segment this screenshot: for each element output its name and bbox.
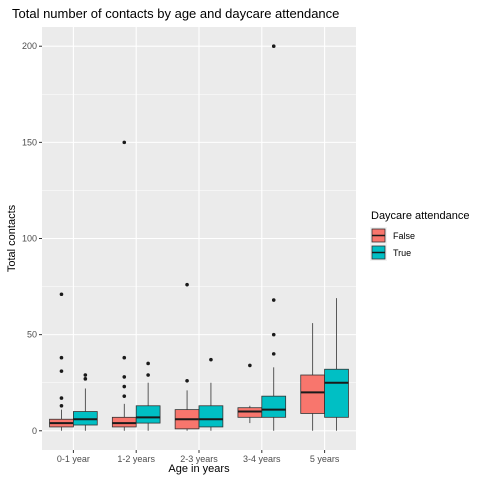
outlier-point [209, 357, 213, 362]
y-tick-label: 200 [22, 41, 37, 51]
boxplot-false-0 [49, 292, 74, 431]
y-tick-label: 0 [32, 426, 37, 436]
box [324, 368, 349, 418]
boxplot-true-3 [261, 44, 287, 431]
x-tick-label: 0-1 year [57, 454, 90, 464]
x-tick-label: 1-2 years [117, 454, 155, 464]
outlier-point [271, 352, 276, 356]
x-tick-label: 5 years [310, 454, 340, 464]
y-tick-label: 150 [22, 137, 37, 147]
outlier-point [146, 373, 150, 377]
outlier-point [271, 332, 276, 337]
outlier-point [83, 377, 88, 381]
grid-lines [42, 27, 356, 450]
x-axis-title: Age in years [168, 463, 230, 475]
boxplot-false-3 [237, 363, 263, 424]
y-tick-label: 50 [27, 330, 37, 340]
outlier-point [122, 384, 127, 389]
outlier-point [122, 140, 127, 145]
legend-item-true: True [370, 244, 411, 261]
outlier-point [122, 394, 127, 398]
legend: Daycare attendance False True [370, 210, 469, 261]
boxplot-true-0 [73, 373, 98, 431]
x-tick-label: 2-3 years [180, 454, 218, 464]
boxplot-true-2 [198, 357, 224, 431]
y-axis-title: Total contacts [6, 204, 18, 272]
chart-title: Total number of contacts by age and dayc… [12, 6, 339, 21]
legend-label: True [393, 248, 411, 258]
outlier-point [83, 373, 88, 377]
outlier-point [248, 363, 252, 368]
boxplot-false-4 [300, 323, 325, 431]
boxplot-true-1 [135, 361, 161, 431]
outlier-point [146, 361, 150, 366]
y-axis: 0 50 100 150 200 [22, 41, 42, 436]
outlier-point [59, 396, 64, 400]
box [300, 374, 325, 414]
y-tick-label: 100 [22, 234, 37, 244]
outlier-point [271, 44, 276, 49]
outlier-point [122, 355, 127, 360]
outlier-point [185, 378, 189, 383]
box [261, 395, 287, 418]
box [135, 405, 161, 424]
boxplot-true-4 [324, 298, 349, 431]
outlier-point [59, 355, 64, 360]
outlier-point [59, 369, 64, 373]
outlier-point [59, 403, 64, 408]
boxplot-false-2 [174, 282, 200, 431]
outlier-point [271, 298, 276, 302]
legend-item-false: False [370, 227, 415, 244]
outlier-point [185, 282, 189, 287]
boxplot-false-1 [111, 140, 137, 431]
legend-title: Daycare attendance [371, 210, 469, 222]
legend-label: False [393, 231, 415, 241]
box [198, 405, 224, 428]
outlier-point [122, 375, 127, 379]
x-tick-label: 3-4 years [243, 454, 281, 464]
data-layer [49, 44, 349, 431]
x-axis: 0-1 year 1-2 years 2-3 years 3-4 years 5 yea… [57, 450, 340, 464]
outlier-point [59, 292, 64, 297]
